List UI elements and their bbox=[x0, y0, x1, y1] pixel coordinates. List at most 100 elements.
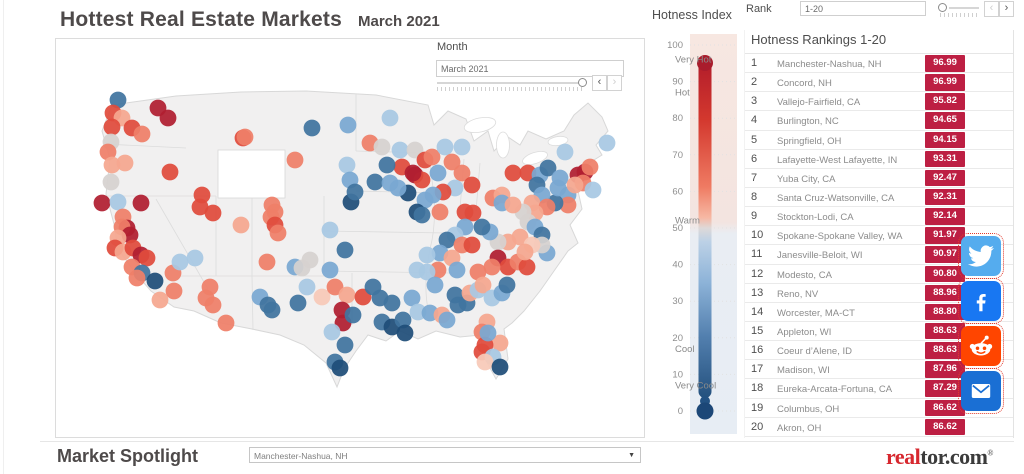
ranking-row[interactable]: 20 Akron, OH 86.62 bbox=[745, 418, 1013, 437]
market-dot[interactable] bbox=[504, 164, 522, 182]
market-dot[interactable] bbox=[338, 286, 356, 304]
month-filter-input[interactable] bbox=[436, 60, 624, 77]
market-dot[interactable] bbox=[474, 276, 492, 294]
ranking-row[interactable]: 16 Coeur d’Alene, ID 88.63 bbox=[745, 341, 1013, 361]
twitter-share-button[interactable] bbox=[958, 233, 1004, 279]
market-dot[interactable] bbox=[483, 258, 501, 276]
market-dot[interactable] bbox=[232, 216, 250, 234]
market-dot[interactable] bbox=[429, 164, 447, 182]
ranking-row[interactable]: 3 Vallejo-Fairfield, CA 95.82 bbox=[745, 92, 1013, 112]
rank-slider-track[interactable] bbox=[949, 7, 979, 9]
market-dot[interactable] bbox=[584, 181, 602, 199]
market-dot[interactable] bbox=[566, 176, 584, 194]
market-dot[interactable] bbox=[431, 203, 449, 221]
ranking-row[interactable]: 4 Burlington, NC 94.65 bbox=[745, 111, 1013, 131]
market-dot[interactable] bbox=[413, 206, 431, 224]
market-dot[interactable] bbox=[381, 109, 399, 127]
market-dot[interactable] bbox=[518, 258, 536, 276]
market-dot[interactable] bbox=[436, 138, 454, 156]
market-dot[interactable] bbox=[409, 303, 427, 321]
market-dot[interactable] bbox=[236, 128, 254, 146]
market-dot[interactable] bbox=[438, 311, 456, 329]
market-dot[interactable] bbox=[463, 236, 481, 254]
market-dot[interactable] bbox=[463, 176, 481, 194]
market-dot[interactable] bbox=[321, 261, 339, 279]
market-dot[interactable] bbox=[259, 296, 277, 314]
market-dot[interactable] bbox=[289, 294, 307, 312]
market-dot[interactable] bbox=[408, 261, 426, 279]
market-dot[interactable] bbox=[138, 249, 156, 267]
market-dot[interactable] bbox=[102, 173, 120, 191]
market-dot[interactable] bbox=[321, 221, 339, 239]
market-dot[interactable] bbox=[366, 173, 384, 191]
market-dot[interactable] bbox=[416, 191, 434, 209]
market-dot[interactable] bbox=[391, 141, 409, 159]
rank-next-button[interactable]: › bbox=[999, 1, 1014, 17]
market-dot[interactable] bbox=[258, 253, 276, 271]
market-dot[interactable] bbox=[109, 193, 127, 211]
market-dot[interactable] bbox=[448, 261, 466, 279]
rank-slider-handle[interactable] bbox=[938, 3, 947, 12]
ranking-row[interactable]: 17 Madison, WI 87.96 bbox=[745, 360, 1013, 380]
market-dot[interactable] bbox=[186, 249, 204, 267]
market-dot[interactable] bbox=[403, 289, 421, 307]
rank-filter-input[interactable] bbox=[800, 1, 926, 16]
market-dot[interactable] bbox=[389, 179, 407, 197]
market-dot[interactable] bbox=[93, 194, 111, 212]
rank-prev-button[interactable]: ‹ bbox=[984, 1, 999, 17]
market-dot[interactable] bbox=[404, 164, 422, 182]
ranking-row[interactable]: 10 Spokane-Spokane Valley, WA 91.97 bbox=[745, 226, 1013, 246]
market-dot[interactable] bbox=[269, 224, 287, 242]
market-dot[interactable] bbox=[504, 196, 522, 214]
market-dot[interactable] bbox=[344, 306, 362, 324]
market-dot[interactable] bbox=[103, 156, 121, 174]
month-slider-track[interactable] bbox=[437, 82, 582, 84]
market-dot[interactable] bbox=[201, 278, 219, 296]
market-dot[interactable] bbox=[338, 156, 356, 174]
market-dot[interactable] bbox=[313, 288, 331, 306]
market-dot[interactable] bbox=[491, 334, 509, 352]
market-dot[interactable] bbox=[298, 278, 316, 296]
market-dot[interactable] bbox=[151, 291, 169, 309]
market-dot[interactable] bbox=[383, 294, 401, 312]
market-dot[interactable] bbox=[469, 263, 487, 281]
market-dot[interactable] bbox=[423, 148, 441, 166]
market-dot[interactable] bbox=[453, 138, 471, 156]
ranking-row[interactable]: 1 Manchester-Nashua, NH 96.99 bbox=[745, 54, 1013, 74]
market-dot[interactable] bbox=[498, 276, 516, 294]
market-dot[interactable] bbox=[556, 143, 574, 161]
market-dot[interactable] bbox=[396, 324, 414, 342]
market-dot[interactable] bbox=[103, 118, 121, 136]
market-dot[interactable] bbox=[438, 231, 456, 249]
ranking-row[interactable]: 5 Springfield, OH 94.15 bbox=[745, 131, 1013, 150]
ranking-row[interactable]: 13 Reno, NV 88.96 bbox=[745, 284, 1013, 303]
ranking-row[interactable]: 11 Janesville-Beloit, WI 90.97 bbox=[745, 245, 1013, 265]
market-dot[interactable] bbox=[132, 194, 150, 212]
market-dot[interactable] bbox=[99, 143, 117, 161]
ranking-row[interactable]: 7 Yuba City, CA 92.47 bbox=[745, 169, 1013, 188]
market-dot[interactable] bbox=[426, 276, 444, 294]
market-dot[interactable] bbox=[346, 183, 364, 201]
market-dot[interactable] bbox=[171, 253, 189, 271]
market-dot[interactable] bbox=[453, 164, 471, 182]
legend-rod[interactable] bbox=[698, 58, 712, 398]
ranking-row[interactable]: 12 Modesto, CA 90.80 bbox=[745, 265, 1013, 284]
email-share-button[interactable] bbox=[958, 368, 1004, 414]
facebook-share-button[interactable] bbox=[958, 278, 1004, 324]
ranking-row[interactable]: 18 Eureka-Arcata-Fortuna, CA 87.29 bbox=[745, 379, 1013, 399]
market-dot[interactable] bbox=[116, 154, 134, 172]
market-dot[interactable] bbox=[128, 269, 146, 287]
market-dot[interactable] bbox=[394, 311, 412, 329]
market-dot[interactable] bbox=[373, 138, 391, 156]
market-dot[interactable] bbox=[217, 314, 235, 332]
ranking-row[interactable]: 2 Concord, NH 96.99 bbox=[745, 73, 1013, 93]
market-dot[interactable] bbox=[336, 241, 354, 259]
market-dot[interactable] bbox=[204, 296, 222, 314]
ranking-row[interactable]: 6 Lafayette-West Lafayette, IN 93.31 bbox=[745, 150, 1013, 169]
market-dot[interactable] bbox=[539, 159, 557, 177]
market-dot[interactable] bbox=[326, 278, 344, 296]
market-dot[interactable] bbox=[479, 324, 497, 342]
ranking-row[interactable]: 9 Stockton-Lodi, CA 92.14 bbox=[745, 207, 1013, 227]
market-dot[interactable] bbox=[159, 109, 177, 127]
market-dot[interactable] bbox=[418, 246, 436, 264]
